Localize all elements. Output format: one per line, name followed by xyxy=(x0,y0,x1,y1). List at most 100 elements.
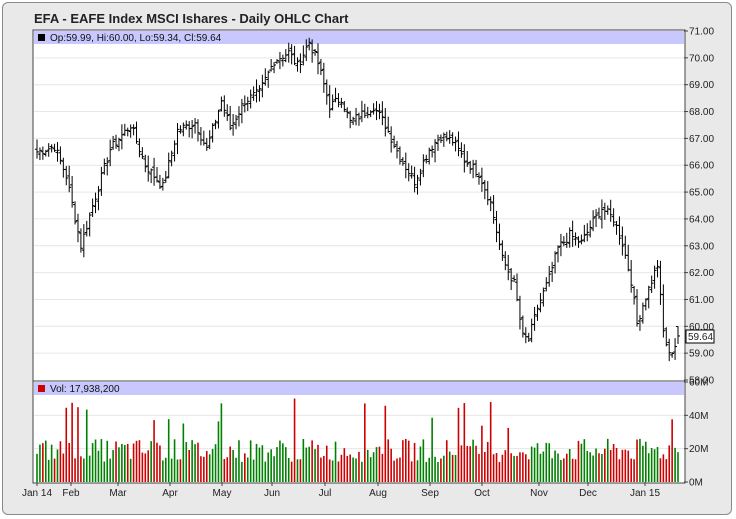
ohlc-bar xyxy=(362,103,367,119)
ohlc-bar xyxy=(570,220,575,247)
ohlc-bar xyxy=(418,168,423,186)
ohlc-bar xyxy=(125,127,130,137)
ohlc-bar xyxy=(412,166,417,193)
price-tick-label: 61.00 xyxy=(689,295,714,306)
ohlc-bar xyxy=(599,199,604,229)
ohlc-bar xyxy=(441,132,446,147)
ohlc-bar xyxy=(55,142,60,162)
price-tick-label: 71.00 xyxy=(689,27,714,38)
x-tick-label: Jan 14 xyxy=(22,488,52,499)
ohlc-bar xyxy=(280,54,285,67)
ohlc-bar xyxy=(111,135,116,150)
ohlc-bar xyxy=(588,220,593,238)
ohlc-bar xyxy=(550,261,555,283)
ohlc-bar xyxy=(646,285,651,309)
ohlc-bar xyxy=(591,210,596,232)
ohlc-bar xyxy=(383,108,388,137)
ohlc-bar xyxy=(374,101,379,121)
ohlc-bar xyxy=(632,286,637,305)
x-tick-label: Aug xyxy=(369,488,387,499)
ohlc-bar xyxy=(228,105,233,131)
ohlc-bar xyxy=(286,42,291,63)
ohlc-bar xyxy=(553,251,558,274)
ohlc-bar xyxy=(512,275,517,283)
ohlc-bar xyxy=(474,159,479,178)
ohlc-bar xyxy=(222,95,227,117)
ohlc-bar xyxy=(427,147,432,165)
ohlc-bar xyxy=(324,79,329,105)
ohlc-bar xyxy=(146,155,151,182)
ohlc-bar xyxy=(260,74,265,98)
last-price-box xyxy=(685,329,715,344)
price-tick-label: 63.00 xyxy=(689,241,714,252)
ohlc-bar xyxy=(438,134,443,144)
ohlc-bar xyxy=(102,158,107,175)
price-tick-label: 67.00 xyxy=(689,134,714,145)
ohlc-bar xyxy=(447,130,452,144)
ohlc-bar xyxy=(629,260,634,293)
ohlc-bar xyxy=(105,157,110,176)
ohlc-bar xyxy=(96,185,101,211)
volume-tick-label: 20M xyxy=(689,444,708,455)
volume-tick-label: 40M xyxy=(689,411,708,422)
volume-info-band xyxy=(34,382,684,395)
ohlc-bar xyxy=(649,275,654,293)
x-tick-label: Feb xyxy=(62,488,80,499)
ohlc-bar xyxy=(116,137,121,152)
ohlc-bar xyxy=(655,260,660,278)
ohlc-bar xyxy=(351,116,356,126)
ohlc-bar xyxy=(266,70,271,88)
ohlc-bar xyxy=(608,199,613,222)
x-tick-label: Jun xyxy=(264,488,280,499)
ohlc-bar xyxy=(67,165,72,193)
ohlc-bar xyxy=(535,304,540,321)
ohlc-bar xyxy=(137,138,142,158)
ohlc-bar xyxy=(356,112,361,126)
last-price-label: 59.64 xyxy=(688,332,713,343)
ohlc-bar xyxy=(409,165,414,179)
ohlc-bar xyxy=(564,232,569,248)
ohlc-bar xyxy=(491,195,496,224)
price-tick-label: 60.00 xyxy=(689,322,714,333)
ohlc-bar xyxy=(272,61,277,74)
ohlc-bar xyxy=(494,210,499,243)
ohlc-bar xyxy=(643,298,648,311)
ohlc-bar xyxy=(231,114,236,136)
ohlc-bar xyxy=(389,126,394,153)
volume-info-text: Vol: 17,938,200 xyxy=(50,384,120,395)
ohlc-bar xyxy=(430,145,435,158)
ohlc-bar xyxy=(667,338,672,362)
ohlc-bar xyxy=(46,143,51,157)
ohlc-bar xyxy=(181,122,186,137)
ohlc-bar xyxy=(35,139,39,159)
ohlc-bar xyxy=(433,139,438,163)
ohlc-bar xyxy=(670,351,675,358)
ohlc-bar xyxy=(78,228,83,253)
ohlc-bar xyxy=(386,116,391,133)
chart-title: EFA - EAFE Index MSCI Ishares - Daily OH… xyxy=(34,11,349,26)
ohlc-bar xyxy=(163,170,168,183)
price-info-text: Op:59.99, Hi:60.00, Lo:59.34, Cl:59.64 xyxy=(50,33,222,44)
ohlc-bar xyxy=(269,58,274,72)
ohlc-bar xyxy=(509,268,514,291)
ohlc-bar xyxy=(49,144,54,153)
ohlc-bar xyxy=(582,224,587,243)
ohlc-bar xyxy=(462,144,467,173)
ohlc-bar xyxy=(43,149,48,157)
ohlc-bar xyxy=(435,134,440,151)
price-panel xyxy=(32,29,686,382)
ohlc-bar xyxy=(456,131,461,157)
ohlc-bar xyxy=(75,213,80,243)
ohlc-bar xyxy=(558,233,563,257)
ohlc-bar xyxy=(532,306,537,331)
ohlc-bar xyxy=(596,207,601,219)
ohlc-bar xyxy=(263,68,268,86)
volume-gridlines xyxy=(34,414,684,450)
ohlc-bar xyxy=(318,58,323,76)
price-axis: 58.00 59.00 60.00 61.00 62.00 63.00 64.00 65.00… xyxy=(684,27,714,387)
ohlc-bar xyxy=(248,89,253,109)
ohlc-bar xyxy=(70,176,75,208)
ohlc-bar xyxy=(541,287,546,307)
ohlc-bar xyxy=(277,51,282,70)
